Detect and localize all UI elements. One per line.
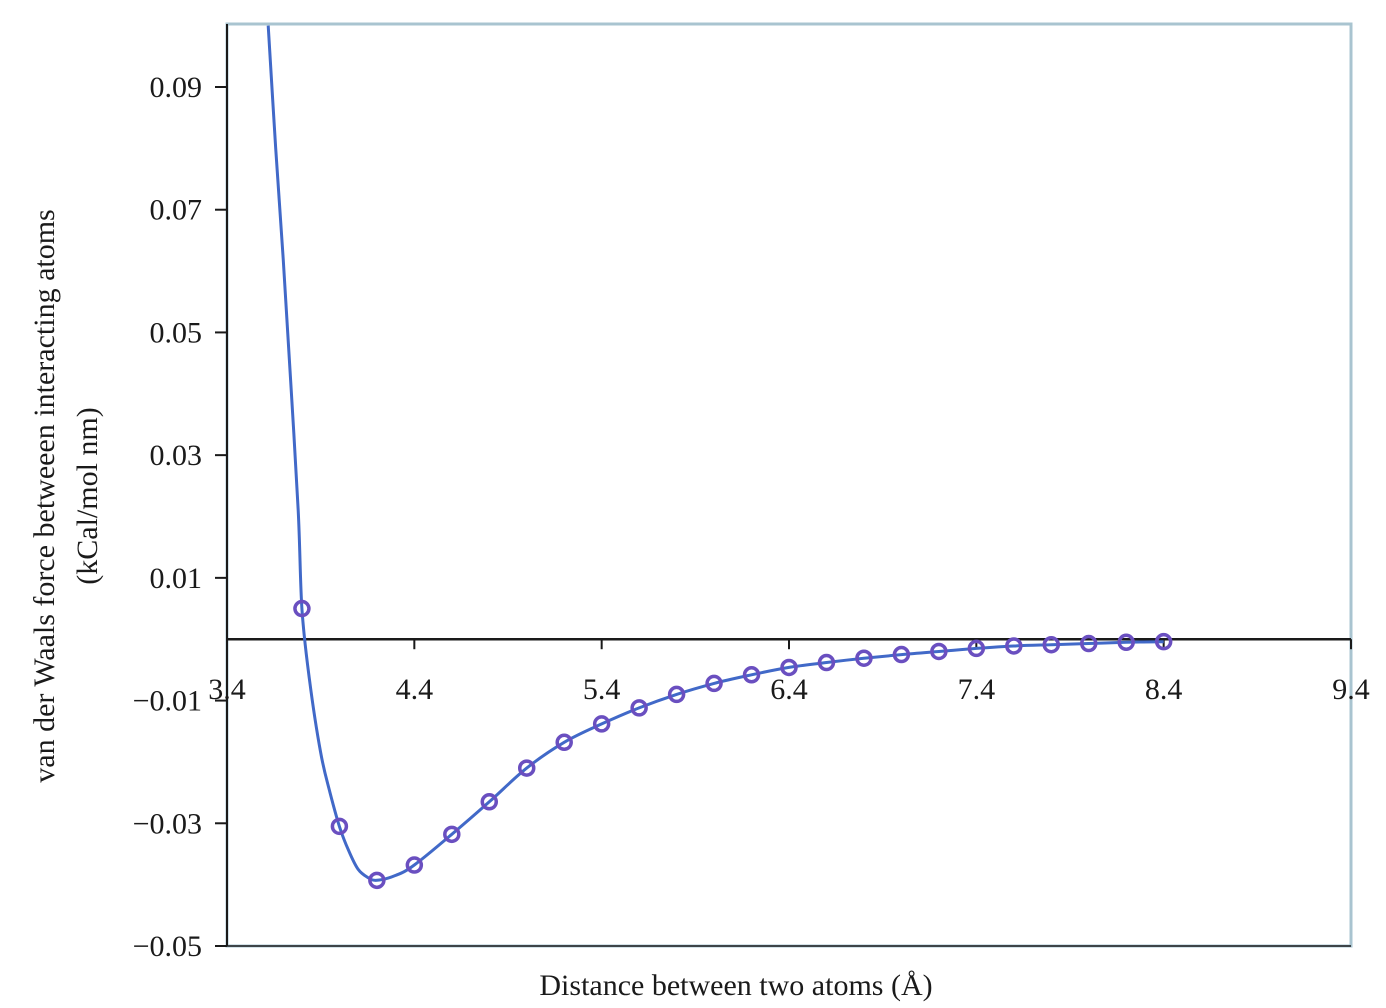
data-point [967,639,986,658]
y-axis-ticks: 0.09 0.07 0.05 0.03 0.01 −0.01 −0.03 −0.05 [133,71,227,963]
data-point [817,653,836,672]
x-tick-label: 3.4 [208,673,246,706]
x-tick-label: 9.4 [1332,673,1370,706]
series-markers [293,599,1173,890]
data-point [330,817,349,836]
y-axis-units: (kCal/mol nm) [71,407,104,584]
data-point [892,645,911,664]
data-point [555,733,573,752]
x-tick-label: 8.4 [1145,673,1183,706]
y-tick-label: −0.03 [133,807,202,840]
data-point [1079,634,1098,653]
data-point [368,871,386,890]
x-tick-label: 7.4 [958,673,996,706]
x-tick-label: 5.4 [583,673,621,706]
y-tick-label: 0.05 [150,316,203,349]
data-point [1042,635,1061,654]
x-axis-title: Distance between two atoms (Å) [539,969,932,1002]
data-point [293,599,311,618]
data-point [592,715,611,733]
x-tick-label: 6.4 [770,673,808,706]
data-point [780,658,798,677]
data-point [742,666,761,684]
y-tick-label: −0.01 [133,685,202,718]
plot-frame [225,22,1353,948]
data-point [705,674,723,693]
data-point [1005,637,1023,655]
y-tick-label: −0.05 [133,930,202,963]
data-point [667,685,686,704]
y-tick-label: 0.07 [150,194,203,227]
data-point [855,649,873,667]
data-point [1117,633,1135,652]
x-axis-ticks: 3.4 4.4 5.4 6.4 7.4 8.4 9.4 [208,639,1370,706]
data-point [630,699,648,717]
data-point [443,825,461,844]
data-point [1154,632,1173,651]
y-tick-label: 0.03 [150,439,203,472]
y-axis-title: van der Waals force betweeen interacting… [28,209,61,782]
data-point [517,759,536,777]
data-point [405,856,424,874]
y-tick-label: 0.09 [150,71,203,104]
data-point [480,793,499,811]
series-curve [266,25,1164,882]
x-tick-label: 4.4 [396,673,434,706]
y-tick-label: 0.01 [150,562,203,595]
data-point [930,642,948,661]
